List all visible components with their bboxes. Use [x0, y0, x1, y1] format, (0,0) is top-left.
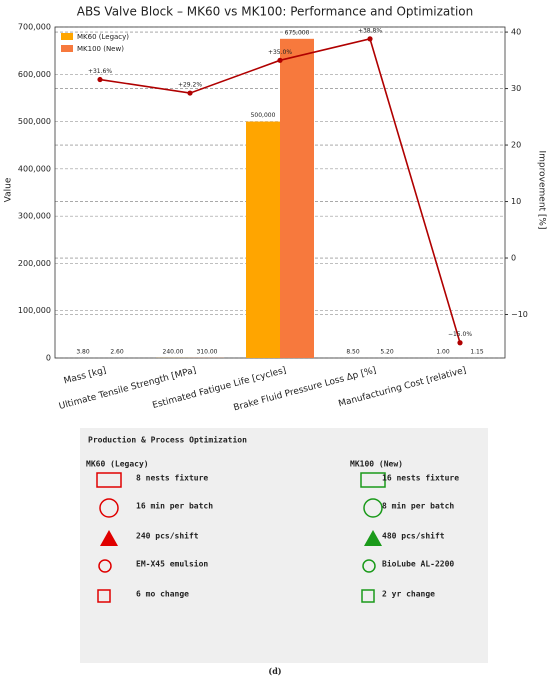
icon-rect [360, 472, 386, 488]
legend-swatch [61, 33, 73, 40]
icon-circle [363, 498, 383, 518]
bar-value-label: 3.80 [76, 348, 90, 355]
line-marker [187, 90, 193, 96]
y2-tick-label: 0 [511, 254, 516, 263]
line-marker [367, 36, 373, 42]
icon-circle [362, 559, 376, 573]
icon-triangle [100, 530, 118, 546]
y-tick-label: 400,000 [18, 164, 51, 173]
bar [280, 38, 314, 358]
legend-label: MK60 (Legacy) [77, 33, 129, 41]
item-label: 8 nests fixture [136, 473, 208, 483]
bar-value-label: 240.00 [163, 348, 184, 355]
line-value-label: −15.0% [448, 331, 472, 338]
line-marker [277, 57, 283, 63]
y2-tick-label: 10 [511, 197, 521, 206]
line-value-label: +29.2% [178, 82, 202, 89]
y-tick-label: 700,000 [18, 23, 51, 32]
line-value-label: +38.8% [358, 27, 382, 34]
line-marker [457, 340, 463, 346]
y2-tick-label: −10 [511, 310, 528, 319]
column-header: MK100 (New) [350, 460, 403, 469]
bar-value-label: 310.00 [197, 348, 218, 355]
y-axis-label: Value [4, 177, 14, 202]
icon-square [97, 589, 111, 603]
bar-value-label: 2.60 [110, 348, 124, 355]
y2-tick-label: 40 [511, 28, 521, 37]
line-marker [97, 76, 103, 83]
item-label: 480 pcs/shift [382, 531, 445, 541]
y-tick-label: 100,000 [18, 306, 51, 315]
y-tick-label: 600,000 [18, 70, 51, 79]
y2-axis-label: Improvement [%] [537, 151, 547, 230]
y-tick-label: 0 [46, 354, 51, 363]
y2-tick-label: 20 [511, 141, 521, 150]
y-tick-label: 500,000 [18, 117, 51, 126]
x-tick-label: Brake Fluid Pressure Loss Δp [%] [233, 366, 378, 414]
item-label: 240 pcs/shift [136, 531, 199, 541]
bar-value-label: 1.15 [470, 348, 484, 355]
legend-label: MK100 (New) [77, 45, 124, 53]
icon-circle [98, 559, 112, 573]
icon-triangle [364, 530, 382, 546]
item-label: 16 nests fixture [382, 473, 459, 483]
caption: (d) [268, 666, 281, 676]
icon-square [361, 589, 375, 603]
item-label: BioLube AL-2200 [382, 559, 454, 569]
item-label: 8 min per batch [382, 501, 454, 511]
legend-swatch [61, 45, 73, 52]
line-value-label: +35.0% [268, 49, 292, 56]
bar-value-label: 500,000 [251, 112, 276, 119]
bar-value-label: 5.20 [380, 348, 394, 355]
item-label: 2 yr change [382, 590, 435, 599]
column-header: MK60 (Legacy) [86, 460, 149, 469]
panel-title: Production & Process Optimization [88, 435, 247, 445]
icon-circle [99, 498, 119, 518]
panel-background [80, 428, 488, 663]
item-label: 6 mo change [136, 590, 189, 599]
bar-value-label: 8.50 [346, 348, 360, 355]
line-value-label: +31.6% [88, 68, 112, 75]
chart-title: ABS Valve Block – MK60 vs MK100: Perform… [77, 5, 473, 19]
item-label: 16 min per batch [136, 501, 213, 511]
icon-rect [96, 472, 122, 488]
x-tick-label: Mass [kg] [63, 366, 108, 387]
y2-tick-label: 30 [511, 84, 521, 93]
item-label: EM-X45 emulsion [136, 559, 208, 569]
y-tick-label: 300,000 [18, 212, 51, 221]
bar-value-label: 1.00 [436, 348, 450, 355]
y-tick-label: 200,000 [18, 259, 51, 268]
bar [246, 121, 280, 358]
bar-value-label: 675,000 [285, 29, 310, 36]
